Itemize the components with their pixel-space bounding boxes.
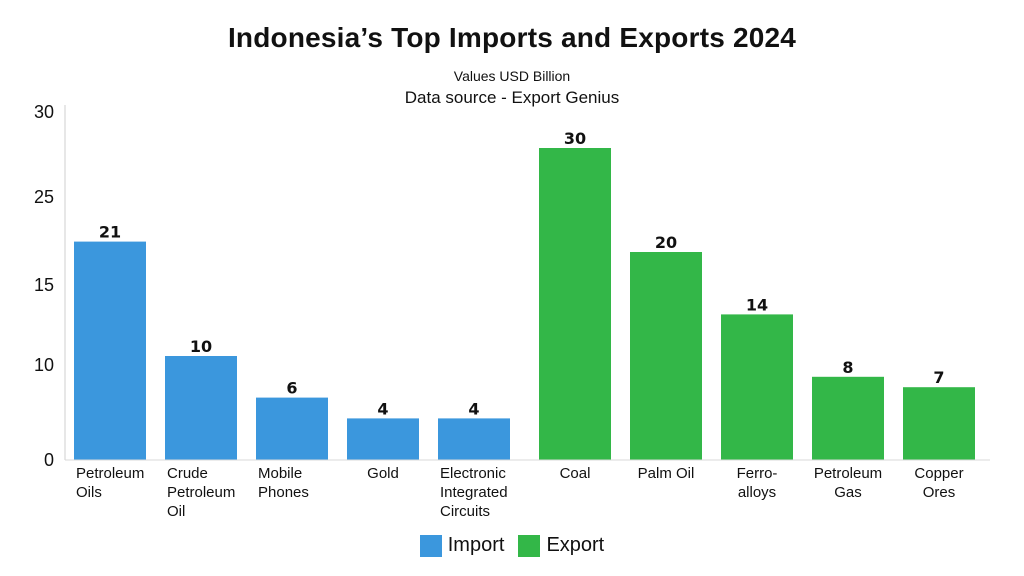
- y-tick-label: 10: [34, 355, 54, 375]
- chart-subtitle: Values USD Billion: [453, 68, 571, 84]
- x-tick-label-line: Copper: [914, 465, 963, 482]
- x-tick-label-line: alloys: [738, 484, 776, 501]
- legend-item-import: Import: [419, 534, 505, 557]
- x-tick-label-line: Circuits: [440, 503, 490, 520]
- bar-export: [721, 314, 793, 460]
- x-tick-label-line: Phones: [258, 484, 309, 501]
- data-label: 4: [377, 399, 388, 418]
- legend-label-export: Export: [546, 534, 605, 556]
- x-tick-label-line: Integrated: [440, 484, 508, 501]
- x-tick-label-line: Oils: [76, 484, 102, 501]
- x-tick-label-line: Oil: [167, 503, 185, 520]
- x-tick-label-line: Crude: [167, 465, 208, 482]
- x-tick-label-line: Mobile: [258, 465, 302, 482]
- y-tick-label: 0: [44, 450, 54, 470]
- bar-import: [438, 418, 510, 460]
- y-tick-label: 15: [34, 275, 54, 295]
- data-label: 4: [468, 399, 479, 418]
- x-tick-label: Petroleum Oils: [76, 465, 144, 501]
- legend-swatch-export: [518, 534, 541, 557]
- bar-import: [256, 397, 328, 460]
- y-tick-label: 25: [34, 187, 54, 207]
- x-tick-label-line: Petroleum: [167, 484, 235, 501]
- bar-export: [539, 148, 611, 460]
- x-tick-label: Mobile Phones: [258, 465, 309, 501]
- data-label: 30: [564, 129, 586, 148]
- x-tick-label: Crude Petroleum Oil: [167, 465, 235, 520]
- x-tick-label-line: Petroleum: [814, 465, 882, 482]
- legend-swatch-import: [419, 534, 442, 557]
- legend-item-export: Export: [518, 534, 604, 557]
- x-tick-label: Electronic Integrated Circuits: [440, 465, 508, 520]
- x-tick-label-line: Gas: [834, 484, 862, 501]
- x-tick-label-line: Electronic: [440, 465, 506, 482]
- x-tick-label: Coal: [560, 465, 591, 482]
- bar-export: [812, 376, 884, 460]
- x-tick-label-line: Coal: [560, 465, 591, 482]
- data-label: 21: [99, 223, 121, 242]
- x-tick-label: Gold: [367, 465, 399, 482]
- x-tick-label-line: Petroleum: [76, 465, 144, 482]
- x-tick-label: Ferro-alloys: [737, 465, 778, 501]
- data-label: 14: [746, 295, 768, 314]
- y-tick-label: 30: [34, 102, 54, 122]
- bar-export: [903, 387, 975, 460]
- data-label: 7: [933, 368, 944, 387]
- bar-import: [347, 418, 419, 460]
- chart-source: Data source - Export Genius: [404, 88, 620, 107]
- chart-legend: Import Export: [0, 534, 1024, 557]
- data-label: 8: [842, 358, 853, 377]
- bar-export: [630, 252, 702, 460]
- x-tick-label: Palm Oil: [638, 465, 695, 482]
- x-tick-label-line: Ferro-: [737, 465, 778, 482]
- bar-import: [74, 241, 146, 460]
- bar-import: [165, 356, 237, 460]
- x-tick-label-line: Gold: [367, 465, 399, 482]
- x-tick-label-line: Palm Oil: [638, 465, 695, 482]
- x-tick-label: Petroleum Gas: [814, 465, 882, 501]
- data-label: 6: [286, 379, 297, 398]
- data-label: 10: [190, 337, 212, 356]
- chart-title: Indonesia’s Top Imports and Exports 2024: [227, 22, 797, 53]
- legend-label-import: Import: [447, 534, 505, 556]
- data-label: 20: [655, 233, 677, 252]
- x-tick-label: Copper Ores: [914, 465, 963, 501]
- x-tick-label-line: Ores: [923, 484, 956, 501]
